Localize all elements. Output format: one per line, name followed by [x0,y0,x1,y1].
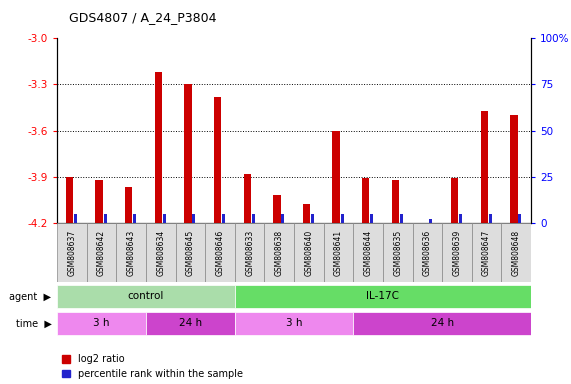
Bar [510,115,517,223]
Bar [244,174,251,223]
Text: GSM808644: GSM808644 [364,229,373,276]
Bar [66,177,73,223]
Bar [472,223,501,282]
Text: agent  ▶: agent ▶ [9,291,51,302]
Text: GSM808637: GSM808637 [67,229,77,276]
Bar [442,223,472,282]
Bar [324,223,353,282]
Text: GSM808641: GSM808641 [334,229,343,276]
Legend: log2 ratio, percentile rank within the sample: log2 ratio, percentile rank within the s… [62,354,243,379]
Bar [273,195,280,223]
Text: time  ▶: time ▶ [15,318,51,329]
Bar [222,214,225,223]
Bar [235,312,353,335]
Bar [400,214,403,223]
Bar [294,223,324,282]
Bar [501,223,531,282]
Bar [146,223,176,282]
Bar [392,180,399,223]
Bar [214,97,222,223]
Bar [57,285,235,308]
Text: GSM808648: GSM808648 [512,229,521,276]
Text: GSM808645: GSM808645 [186,229,195,276]
Bar [311,214,314,223]
Bar [459,214,462,223]
Bar [155,72,162,223]
Text: GSM808634: GSM808634 [156,229,165,276]
Text: GSM808647: GSM808647 [482,229,491,276]
Text: 24 h: 24 h [179,318,202,328]
Text: GSM808633: GSM808633 [245,229,254,276]
Bar [340,214,344,223]
Bar [176,223,205,282]
Text: GSM808639: GSM808639 [452,229,461,276]
Bar [235,223,264,282]
Text: IL-17C: IL-17C [367,291,400,301]
Text: control: control [128,291,164,301]
Bar [192,214,195,223]
Bar [353,312,531,335]
Bar [370,214,373,223]
Text: GSM808642: GSM808642 [97,229,106,276]
Bar [74,214,77,223]
Text: GSM808646: GSM808646 [215,229,224,276]
Bar [412,223,442,282]
Text: GSM808638: GSM808638 [275,229,284,276]
Bar [146,312,235,335]
Bar [205,223,235,282]
Bar [95,180,103,223]
Text: 3 h: 3 h [93,318,110,328]
Bar [429,219,432,223]
Text: GSM808643: GSM808643 [127,229,136,276]
Bar [103,214,107,223]
Bar [518,214,521,223]
Bar [252,214,255,223]
Bar [163,214,166,223]
Text: 24 h: 24 h [431,318,454,328]
Bar [57,223,87,282]
Bar [57,312,146,335]
Bar [362,178,369,223]
Bar [133,214,136,223]
Text: GSM808636: GSM808636 [423,229,432,276]
Bar [353,223,383,282]
Bar [383,223,412,282]
Bar [235,285,531,308]
Bar [87,223,116,282]
Text: GSM808640: GSM808640 [304,229,313,276]
Bar [264,223,294,282]
Bar [481,111,488,223]
Bar [184,84,192,223]
Bar [303,204,310,223]
Text: 3 h: 3 h [286,318,302,328]
Bar [332,131,340,223]
Bar [116,223,146,282]
Text: GDS4807 / A_24_P3804: GDS4807 / A_24_P3804 [69,12,216,25]
Text: GSM808635: GSM808635 [393,229,402,276]
Bar [282,214,284,223]
Bar [125,187,132,223]
Bar [451,178,459,223]
Bar [489,214,492,223]
